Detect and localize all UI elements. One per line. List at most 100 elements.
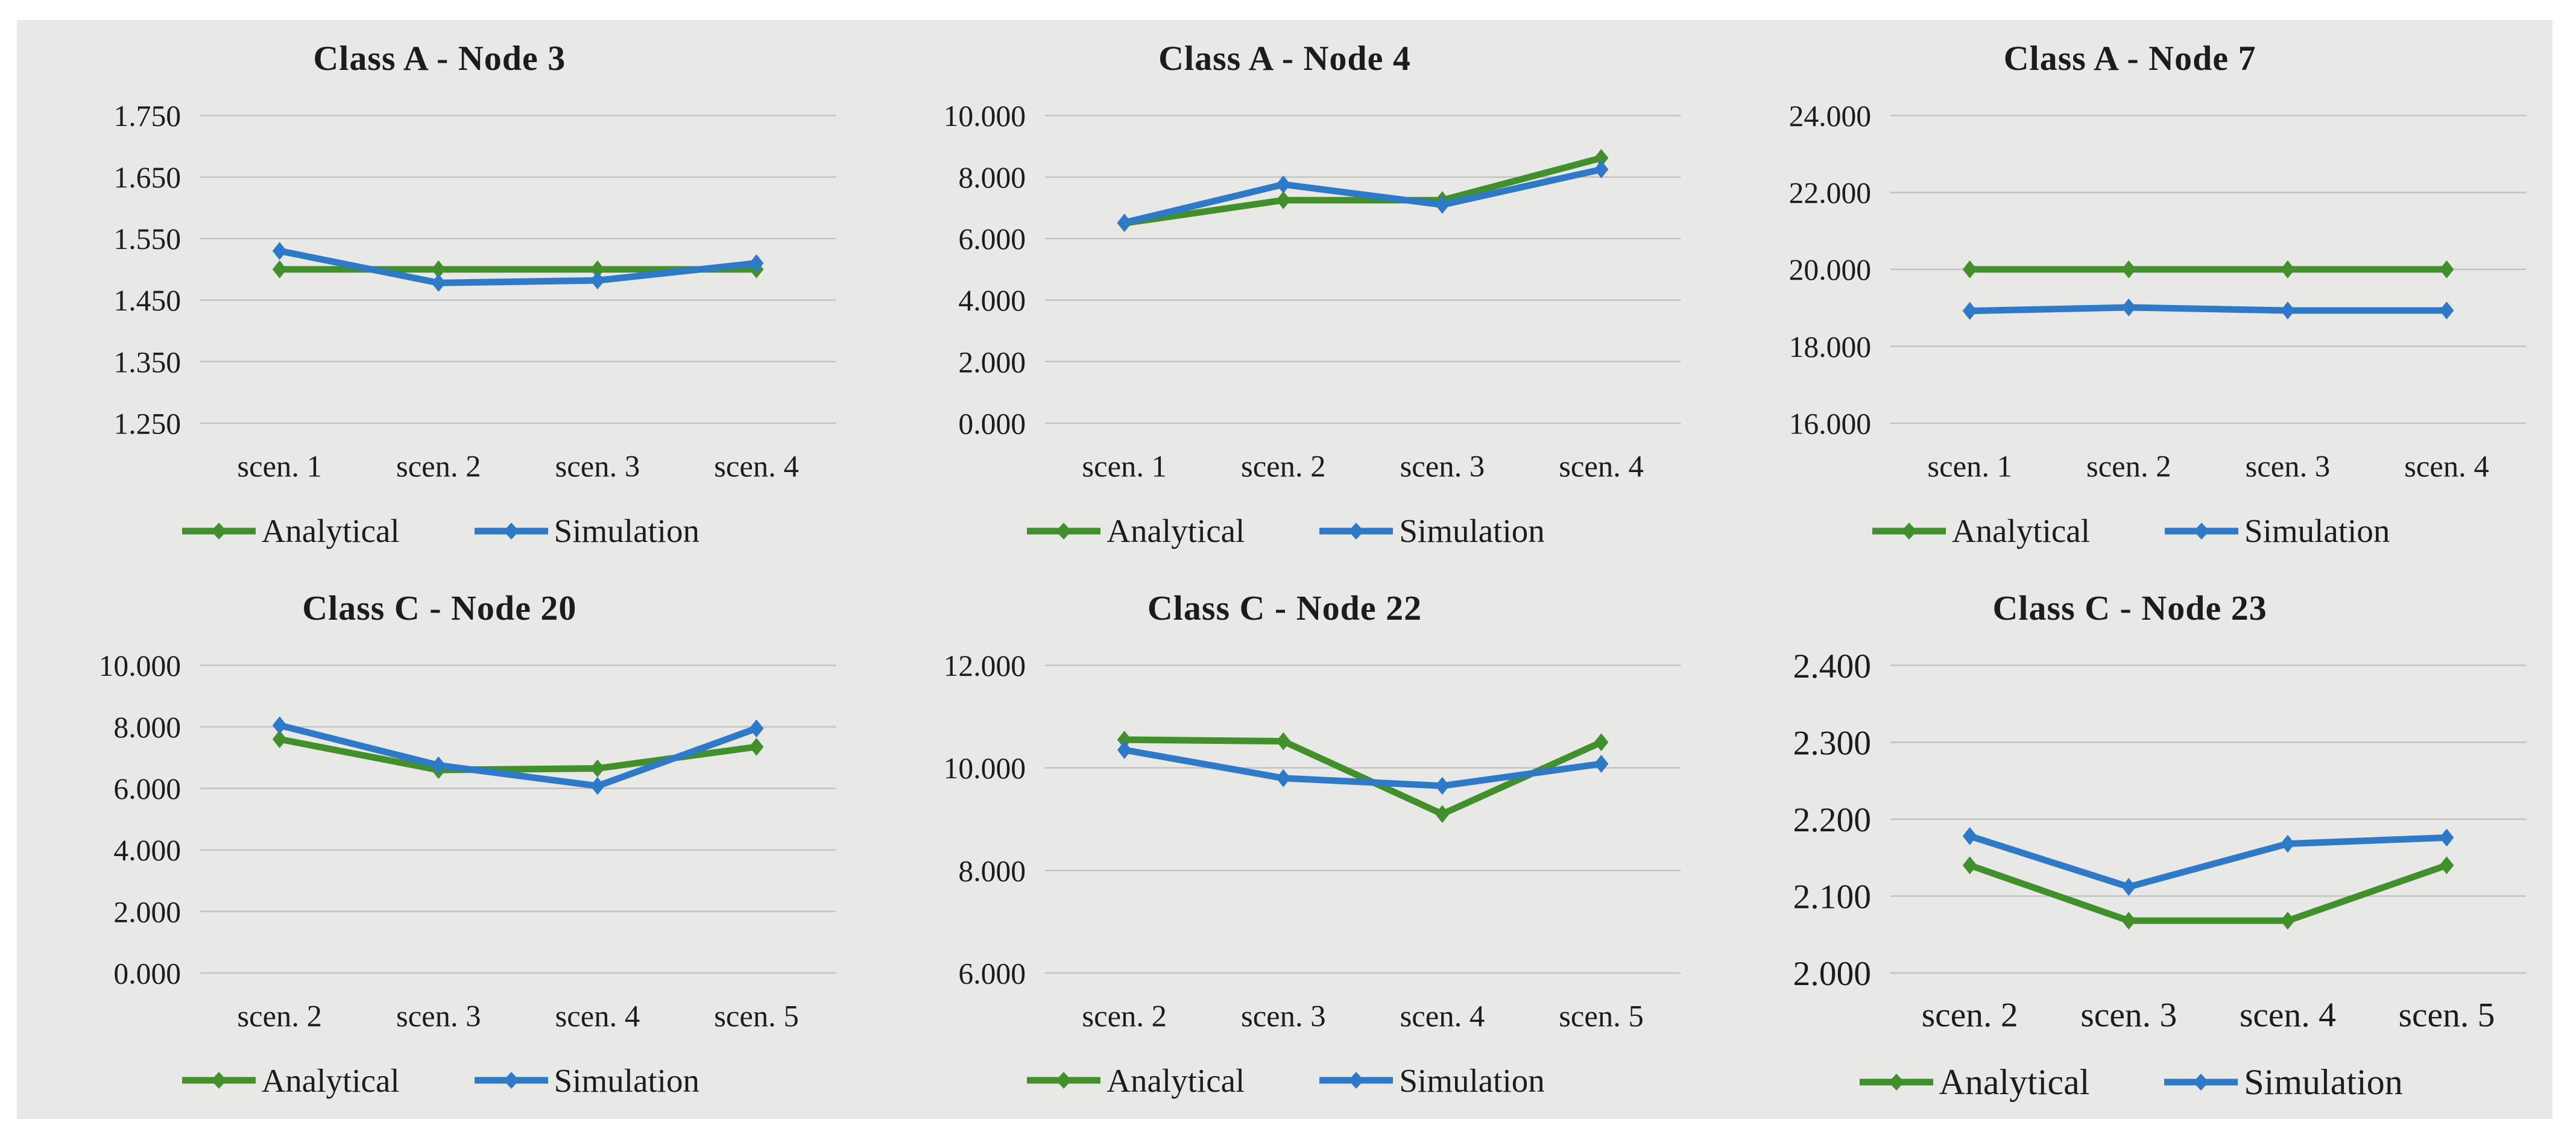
x-category-label: scen. 2 xyxy=(237,999,322,1033)
y-tick-label: 2.300 xyxy=(1793,724,1872,762)
y-tick-label: 22.000 xyxy=(1789,177,1871,210)
series-line-analytical xyxy=(1966,861,2451,924)
data-point-marker xyxy=(272,716,287,734)
data-point-marker xyxy=(1962,855,1977,874)
chart-legend: Analytical Simulation xyxy=(180,1062,699,1100)
data-point-marker xyxy=(2439,855,2454,874)
series-line-simulation xyxy=(1966,304,2451,315)
y-tick-label: 0.000 xyxy=(959,407,1026,440)
data-point-marker xyxy=(1435,776,1450,795)
y-tick-label: 2.200 xyxy=(1793,801,1872,839)
data-point-marker xyxy=(431,260,446,279)
y-tick-label: 12.000 xyxy=(944,649,1026,682)
x-category-label: scen. 2 xyxy=(2086,449,2171,483)
data-point-marker xyxy=(1276,175,1291,194)
data-point-marker xyxy=(2121,298,2136,316)
x-category-label: scen. 4 xyxy=(714,449,799,483)
legend-item-analytical: Analytical xyxy=(180,1062,400,1100)
legend-label-simulation: Simulation xyxy=(1399,512,1545,549)
data-point-marker xyxy=(1594,754,1609,773)
legend-item-analytical: Analytical xyxy=(1024,1062,1245,1100)
y-tick-label: 4.000 xyxy=(113,834,181,867)
x-category-label: scen. 3 xyxy=(1400,449,1485,483)
y-tick-label: 8.000 xyxy=(959,161,1026,194)
chart-title: Class C - Node 23 xyxy=(1992,588,2267,628)
chart-title: Class A - Node 3 xyxy=(313,39,566,78)
y-tick-label: 6.000 xyxy=(959,222,1026,256)
series-line-analytical xyxy=(1121,154,1605,227)
simulation-line-marker-icon xyxy=(1319,1072,1394,1089)
data-point-marker xyxy=(2439,260,2454,279)
figure-panel: Class A - Node 3 1.250 1.350 1.450 1.550 1.6… xyxy=(17,20,2552,1119)
simulation-line-marker-icon xyxy=(2164,522,2238,540)
chart-legend: Analytical Simulation xyxy=(1870,512,2390,550)
x-category-label: scen. 3 xyxy=(555,449,640,483)
x-category-label: scen. 3 xyxy=(2081,996,2177,1034)
data-point-marker xyxy=(1276,732,1291,750)
legend-item-simulation: Simulation xyxy=(472,512,699,550)
data-point-marker xyxy=(2121,260,2136,279)
data-point-marker xyxy=(431,756,446,774)
chart-plot: 0.000 2.000 4.000 6.000 8.000 10.000 scen. 2 sc… xyxy=(98,649,836,1033)
x-category-label: scen. 3 xyxy=(396,999,481,1033)
y-tick-label: 1.550 xyxy=(113,222,181,256)
chart-legend: Analytical Simulation xyxy=(1024,512,1545,550)
chart-class-c-node-22: Class C - Node 22 6.000 8.000 10.000 12.000… xyxy=(862,570,1708,1119)
series-line-simulation xyxy=(276,247,760,286)
y-tick-label: 1.250 xyxy=(113,407,181,440)
x-category-label: scen. 4 xyxy=(555,999,640,1033)
legend-item-simulation: Simulation xyxy=(1317,512,1545,550)
data-point-marker xyxy=(1435,804,1450,823)
data-point-marker xyxy=(272,242,287,260)
data-point-marker xyxy=(1435,195,1450,214)
data-point-marker xyxy=(2281,260,2295,279)
data-point-marker xyxy=(590,759,605,778)
x-category-label: scen. 2 xyxy=(396,449,481,483)
y-tick-label: 1.350 xyxy=(113,345,181,379)
data-point-marker xyxy=(749,719,764,737)
legend-item-analytical: Analytical xyxy=(1024,512,1245,550)
y-tick-label: 6.000 xyxy=(113,772,181,805)
x-category-label: scen. 4 xyxy=(2404,449,2489,483)
x-category-label: scen. 1 xyxy=(237,449,322,483)
legend-label-simulation: Simulation xyxy=(2244,512,2390,549)
y-tick-label: 24.000 xyxy=(1789,99,1871,133)
data-point-marker xyxy=(1594,160,1609,178)
x-category-label: scen. 2 xyxy=(1082,999,1167,1033)
legend-label-analytical: Analytical xyxy=(261,512,400,549)
series-line-simulation xyxy=(276,722,760,789)
chart-legend: Analytical Simulation xyxy=(180,512,699,550)
data-point-marker xyxy=(272,260,287,279)
chart-plot: 6.000 8.000 10.000 12.000 scen. 2 scen. 3 scen… xyxy=(944,649,1681,1033)
legend-label-simulation: Simulation xyxy=(554,1062,700,1099)
x-category-label: scen. 4 xyxy=(1559,449,1644,483)
x-category-label: scen. 5 xyxy=(1559,999,1644,1033)
y-tick-label: 1.750 xyxy=(113,99,181,133)
x-category-label: scen. 1 xyxy=(1082,449,1167,483)
data-point-marker xyxy=(2281,301,2295,320)
y-tick-label: 18.000 xyxy=(1789,330,1871,364)
chart-title: Class A - Node 4 xyxy=(1158,39,1411,78)
legend-item-analytical: Analytical xyxy=(1870,512,2090,550)
y-tick-label: 2.400 xyxy=(1793,647,1872,685)
legend-label-analytical: Analytical xyxy=(1106,512,1245,549)
chart-legend: Analytical Simulation xyxy=(1024,1062,1545,1100)
chart-plot: 1.250 1.350 1.450 1.550 1.650 1.750 scen. 1 sce… xyxy=(113,99,836,483)
data-point-marker xyxy=(1117,213,1132,232)
chart-legend: Analytical Simulation xyxy=(1857,1062,2403,1103)
data-point-marker xyxy=(1962,827,1977,845)
y-tick-label: 6.000 xyxy=(959,957,1026,990)
x-category-label: scen. 2 xyxy=(1241,449,1326,483)
y-tick-label: 10.000 xyxy=(944,752,1026,785)
y-tick-label: 10.000 xyxy=(944,99,1026,133)
x-category-label: scen. 5 xyxy=(714,999,799,1033)
legend-item-simulation: Simulation xyxy=(2162,1062,2403,1103)
chart-title: Class A - Node 7 xyxy=(2003,39,2256,78)
y-tick-label: 4.000 xyxy=(959,284,1026,317)
x-category-label: scen. 5 xyxy=(2399,996,2495,1034)
chart-plot: 16.000 18.000 20.000 22.000 24.000 scen. 1 sce… xyxy=(1789,99,2527,483)
analytical-line-marker-icon xyxy=(182,1072,256,1089)
x-category-label: scen. 2 xyxy=(1922,996,2018,1034)
data-point-marker xyxy=(749,737,764,756)
chart-class-a-node-4: Class A - Node 4 0.000 2.000 4.000 6.000 8.0… xyxy=(862,20,1708,570)
